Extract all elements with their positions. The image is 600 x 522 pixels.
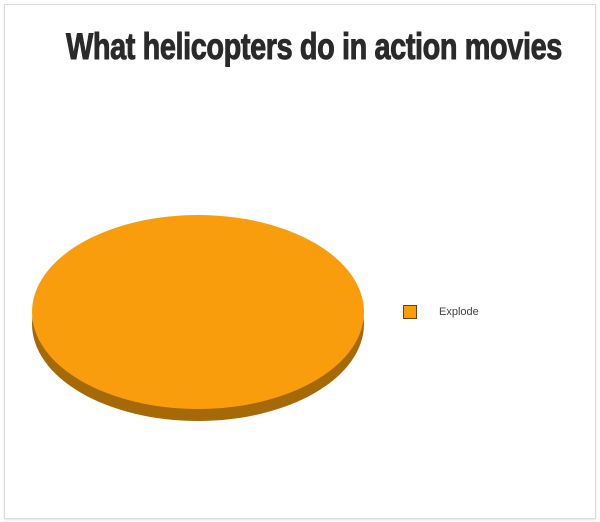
legend: Explode: [403, 305, 479, 319]
legend-label-explode: Explode: [439, 306, 479, 318]
chart-title: What helicopters do in action movies: [66, 26, 563, 68]
pie-slice-explode: [32, 215, 364, 409]
legend-swatch-explode: [403, 305, 417, 319]
